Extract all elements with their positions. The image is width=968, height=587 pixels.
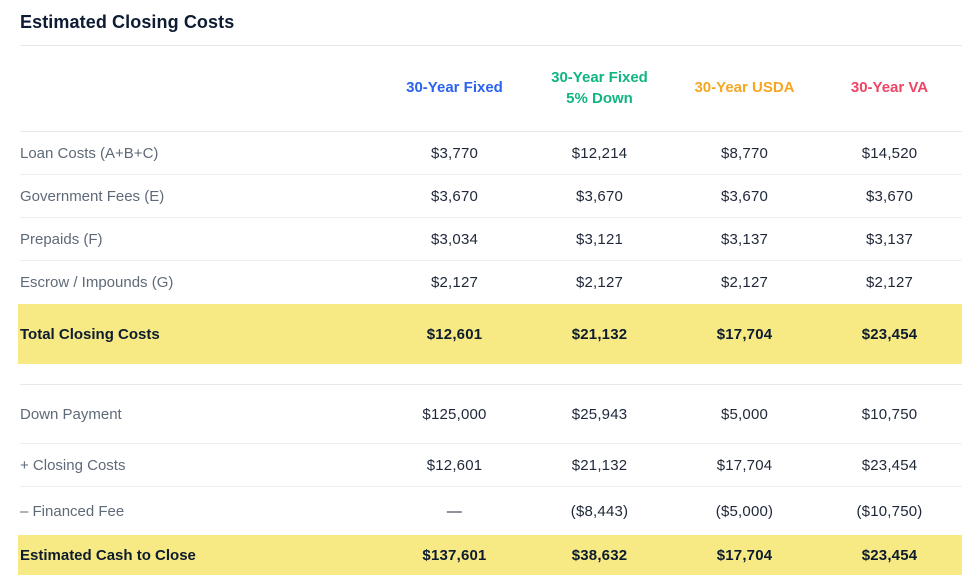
cell-value: $3,670 [865,187,914,205]
table-row-escrow-impounds: Escrow / Impounds (G) $2,127 $2,127 $2,1… [20,261,962,304]
cell-value: $17,704 [716,325,773,343]
cell-value: $14,520 [861,144,918,162]
page-title: Estimated Closing Costs [20,12,962,46]
cell-value: $2,127 [575,274,624,291]
cell-value: $3,137 [720,230,769,248]
row-label: Total Closing Costs [20,325,160,343]
cell-value: $3,121 [575,230,624,248]
cell-value: $12,601 [426,456,483,474]
section-spacer [20,364,962,384]
cell-value: $125,000 [422,405,487,423]
cell-value: $3,670 [575,187,624,205]
cell-value: $137,601 [422,546,487,564]
cell-value: ($8,443) [570,502,629,520]
row-label: Estimated Cash to Close [20,546,196,564]
cell-value: — [446,502,463,520]
cell-value: ($5,000) [715,502,774,520]
cell-value: $23,454 [861,546,918,564]
row-label: Loan Costs (A+B+C) [20,144,159,162]
cell-value: $3,137 [865,230,914,248]
column-header-label: 30-Year VA [850,79,929,97]
cell-value: $25,943 [571,405,628,423]
column-header-label2: 5% Down [566,89,633,107]
row-label: Government Fees (E) [20,187,165,205]
cell-value: $17,704 [716,456,773,474]
cell-value: $21,132 [571,325,628,343]
row-label: Down Payment [20,405,122,423]
cell-value: $10,750 [861,405,918,423]
column-header-label: 30-Year USDA [694,79,795,97]
table-row-prepaids: Prepaids (F) $3,034 $3,121 $3,137 $3,137 [20,218,962,261]
table-row-minus-financed-fee: – Financed Fee — ($8,443) ($5,000) ($10,… [20,487,962,535]
row-label: Escrow / Impounds (G) [20,274,174,291]
column-header-30yr-va: 30-Year VA [817,78,962,98]
table-row-down-payment: Down Payment $125,000 $25,943 $5,000 $10… [20,384,962,444]
cell-value: $38,632 [571,546,628,564]
table-row-plus-closing-costs: + Closing Costs $12,601 $21,132 $17,704 … [20,444,962,487]
table-row-estimated-cash-to-close: Estimated Cash to Close $137,601 $38,632… [18,535,962,575]
column-header-label: 30-Year Fixed [406,79,503,97]
cell-value: $3,670 [720,187,769,205]
table-row-government-fees: Government Fees (E) $3,670 $3,670 $3,670… [20,175,962,218]
table-row-total-closing-costs: Total Closing Costs $12,601 $21,132 $17,… [18,304,962,364]
column-header-30yr-fixed-5down: 30-Year Fixed 5% Down [527,68,672,109]
table-header-row: 30-Year Fixed 30-Year Fixed 5% Down 30-Y… [20,46,962,132]
cell-value: $17,704 [716,546,773,564]
cell-value: $2,127 [430,274,479,291]
cell-value: ($10,750) [856,502,923,520]
row-label: – Financed Fee [20,502,125,520]
cell-value: $2,127 [720,274,769,291]
cell-value: $23,454 [861,456,918,474]
cell-value: $8,770 [720,144,769,162]
row-label: + Closing Costs [20,456,126,474]
cell-value: $3,770 [430,144,479,162]
row-label: Prepaids (F) [20,230,103,248]
cell-value: $12,214 [571,144,628,162]
cell-value: $5,000 [720,405,769,423]
cell-value: $2,127 [865,274,914,291]
column-header-30yr-fixed: 30-Year Fixed [382,78,527,98]
cell-value: $12,601 [426,325,483,343]
column-header-label: 30-Year Fixed [551,69,648,87]
cell-value: $23,454 [861,325,918,343]
cell-value: $21,132 [571,456,628,474]
cell-value: $3,670 [430,187,479,205]
cell-value: $3,034 [430,230,479,248]
table-row-loan-costs: Loan Costs (A+B+C) $3,770 $12,214 $8,770… [20,132,962,175]
column-header-30yr-usda: 30-Year USDA [672,78,817,98]
